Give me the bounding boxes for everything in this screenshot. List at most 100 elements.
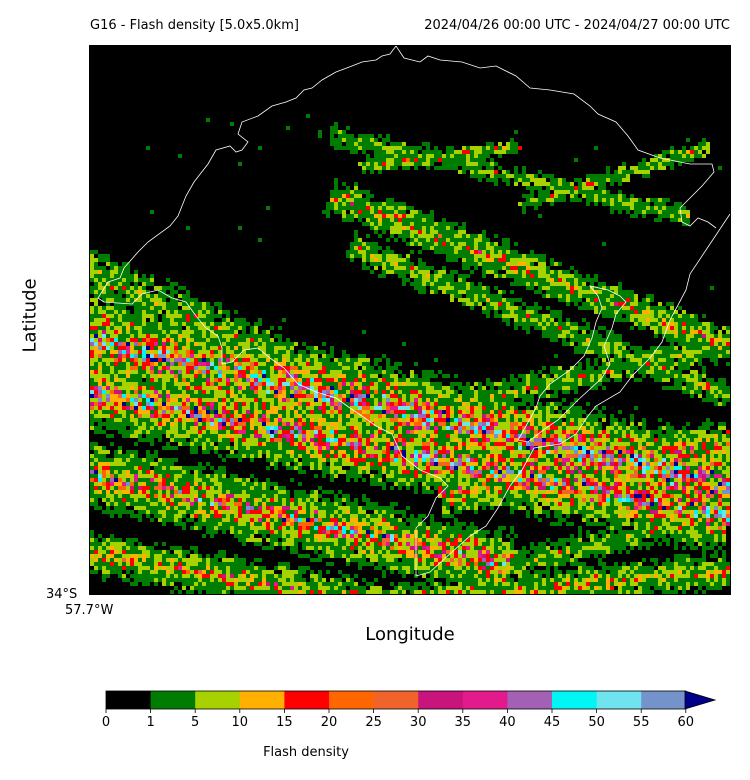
density-cell xyxy=(726,326,730,330)
density-cell xyxy=(318,134,322,138)
density-cell xyxy=(202,354,206,358)
density-cell xyxy=(126,310,130,314)
density-cell xyxy=(514,174,518,178)
density-cell xyxy=(390,422,394,426)
density-cell xyxy=(462,278,466,282)
density-cell xyxy=(610,358,614,362)
density-cell xyxy=(310,378,314,382)
density-cell xyxy=(434,290,438,294)
density-cell xyxy=(574,270,578,274)
density-cell xyxy=(234,318,238,322)
density-cell xyxy=(446,418,450,422)
density-cell xyxy=(374,202,378,206)
density-cell xyxy=(414,234,418,238)
density-cell xyxy=(446,162,450,166)
density-cell xyxy=(518,266,522,270)
density-cell xyxy=(154,374,158,378)
density-cell xyxy=(390,378,394,382)
density-cell xyxy=(706,338,710,342)
density-cell xyxy=(710,358,714,362)
density-cell xyxy=(370,202,374,206)
density-cell xyxy=(574,294,578,298)
density-cell xyxy=(454,242,458,246)
density-cell xyxy=(430,210,434,214)
density-cell xyxy=(522,194,526,198)
density-cell xyxy=(418,162,422,166)
density-cell xyxy=(470,302,474,306)
density-cell xyxy=(390,198,394,202)
density-cell xyxy=(522,326,526,330)
density-cell xyxy=(330,206,334,210)
density-cell xyxy=(606,354,610,358)
density-cell xyxy=(154,306,158,310)
density-cell xyxy=(658,306,662,310)
density-cell xyxy=(614,174,618,178)
density-cell xyxy=(146,370,150,374)
density-cell xyxy=(238,362,242,366)
density-cell xyxy=(398,206,402,210)
density-cell xyxy=(666,150,670,154)
density-cell xyxy=(710,394,714,398)
density-cell xyxy=(130,330,134,334)
density-cell xyxy=(350,250,354,254)
density-cell xyxy=(710,322,714,326)
density-cell xyxy=(450,242,454,246)
density-cell xyxy=(338,194,342,198)
density-cell xyxy=(158,366,162,370)
density-cell xyxy=(418,158,422,162)
density-cell xyxy=(498,262,502,266)
density-cell xyxy=(138,422,142,426)
density-cell xyxy=(170,426,174,430)
density-cell xyxy=(414,226,418,230)
density-cell xyxy=(418,426,422,430)
density-cell xyxy=(698,338,702,342)
density-cell xyxy=(358,386,362,390)
density-cell xyxy=(146,334,150,338)
density-cell xyxy=(566,418,570,422)
density-cell xyxy=(278,378,282,382)
density-cell xyxy=(534,274,538,278)
density-cell xyxy=(210,374,214,378)
density-cell xyxy=(366,414,370,418)
density-cell xyxy=(398,382,402,386)
density-cell xyxy=(510,298,514,302)
density-cell xyxy=(214,398,218,402)
density-cell xyxy=(406,406,410,410)
density-cell xyxy=(618,206,622,210)
density-cell xyxy=(122,366,126,370)
density-cell xyxy=(678,314,682,318)
density-cell xyxy=(362,198,366,202)
density-cell xyxy=(134,366,138,370)
density-cell xyxy=(174,318,178,322)
density-cell xyxy=(262,410,266,414)
density-cell xyxy=(410,206,414,210)
density-cell xyxy=(418,278,422,282)
density-cell xyxy=(634,210,638,214)
density-cell xyxy=(518,174,522,178)
density-cell xyxy=(266,378,270,382)
density-cell xyxy=(158,386,162,390)
density-cell xyxy=(394,266,398,270)
density-cell xyxy=(130,418,134,422)
density-cell xyxy=(154,366,158,370)
density-cell xyxy=(474,258,478,262)
density-cell xyxy=(130,414,134,418)
density-cell xyxy=(482,146,486,150)
density-cell xyxy=(90,262,94,266)
density-cell xyxy=(486,286,490,290)
density-cell xyxy=(214,314,218,318)
density-cell xyxy=(374,262,378,266)
density-cell xyxy=(430,286,434,290)
density-cell xyxy=(294,362,298,366)
density-cell xyxy=(466,422,470,426)
density-cell xyxy=(94,270,98,274)
density-cell xyxy=(142,362,146,366)
density-cell xyxy=(434,374,438,378)
density-cell xyxy=(118,270,122,274)
density-cell xyxy=(634,314,638,318)
density-cell xyxy=(202,414,206,418)
density-cell xyxy=(390,370,394,374)
density-cell xyxy=(302,402,306,406)
density-cell xyxy=(126,270,130,274)
density-cell xyxy=(490,142,494,146)
